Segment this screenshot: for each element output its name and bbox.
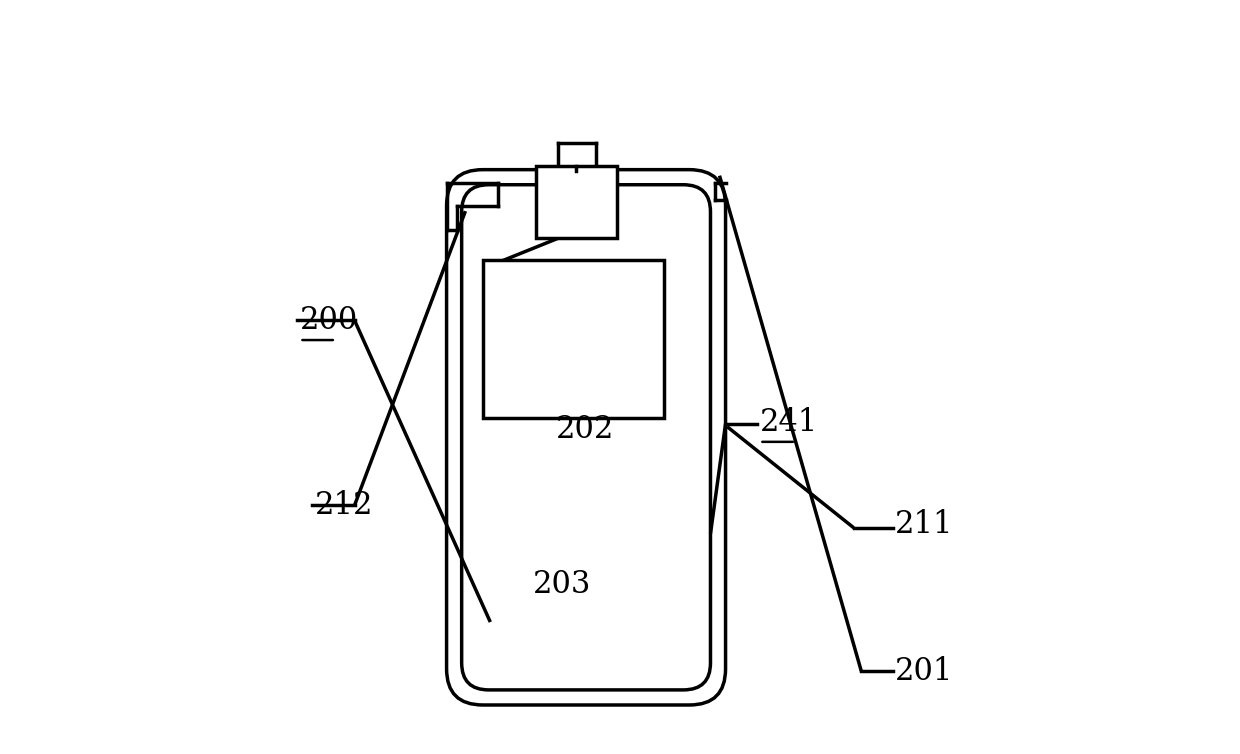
Text: 200: 200 bbox=[300, 305, 358, 336]
FancyBboxPatch shape bbox=[446, 170, 725, 705]
Text: 201: 201 bbox=[895, 655, 954, 687]
Text: 241: 241 bbox=[759, 406, 817, 438]
Bar bbox=[536, 166, 618, 238]
Text: 203: 203 bbox=[533, 569, 591, 600]
Text: 202: 202 bbox=[556, 414, 614, 446]
Bar bbox=[482, 260, 663, 418]
Text: 212: 212 bbox=[315, 489, 373, 521]
Text: 211: 211 bbox=[895, 508, 954, 540]
